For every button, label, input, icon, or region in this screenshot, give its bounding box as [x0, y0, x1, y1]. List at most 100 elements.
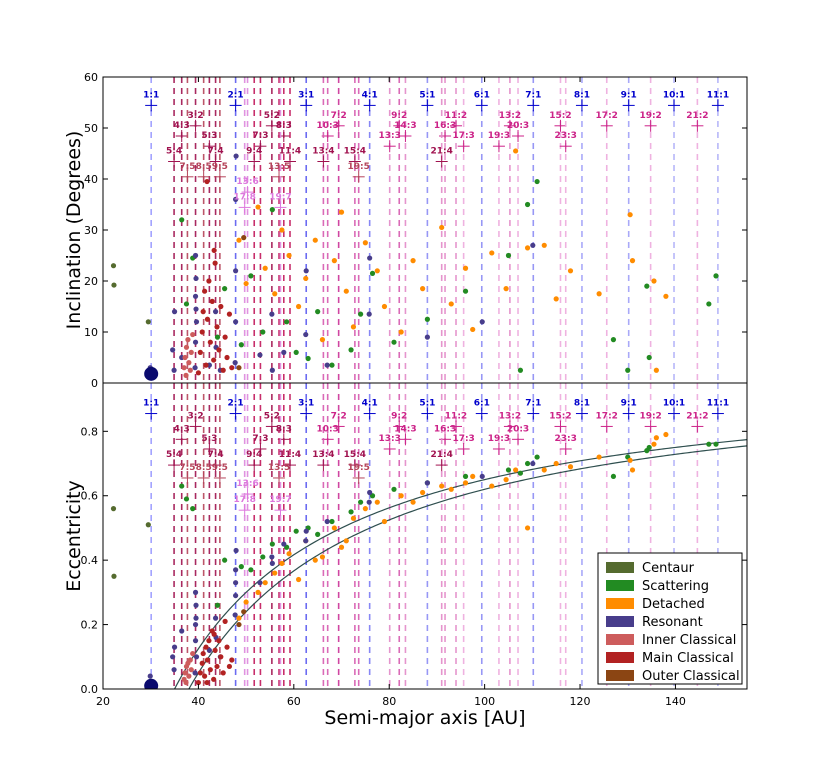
point-inner-classical: [182, 670, 188, 676]
point-outer-classical: [241, 235, 247, 241]
resonance-label-13-5: 13:5: [268, 463, 290, 473]
point-detached: [653, 367, 659, 373]
eccentricity-tick-label: 0.2: [81, 619, 99, 632]
point-detached: [629, 467, 636, 473]
resonance-label-17-2: 17:2: [596, 111, 618, 121]
point-scattering: [315, 309, 321, 315]
resonance-label-9-1: 9:1: [621, 399, 637, 409]
point-inner-classical: [186, 360, 192, 366]
point-detached: [255, 589, 261, 595]
point-detached: [374, 268, 380, 274]
resonance-label-13-6: 13:6: [236, 177, 258, 187]
legend-swatch-centaur: [606, 562, 634, 573]
resonance-label-13-4: 13:4: [312, 147, 334, 157]
resonance-label-23-3: 23:3: [555, 131, 577, 141]
point-detached: [470, 473, 476, 480]
x-tick-label: 40: [191, 695, 205, 708]
point-main-classical: [200, 309, 206, 315]
point-detached: [236, 615, 242, 621]
point-resonant: [269, 554, 275, 560]
resonance-label-8-5: 8:5: [196, 162, 212, 172]
point-main-classical: [220, 367, 226, 373]
resonance-label-9-1: 9:1: [621, 90, 637, 100]
resonance-label-13-3: 13:3: [379, 131, 401, 141]
point-detached: [627, 212, 633, 218]
perihelion-curve-q35: [174, 439, 747, 689]
resonance-label-11-4: 11:4: [279, 147, 301, 157]
resonance-label-5-2: 5:2: [264, 111, 280, 121]
point-detached: [381, 518, 388, 525]
point-detached: [439, 224, 445, 231]
point-resonant: [193, 275, 199, 282]
point-detached: [553, 296, 559, 302]
resonance-label-7-1: 7:1: [525, 399, 541, 409]
point-main-classical: [214, 324, 220, 330]
point-scattering: [269, 541, 275, 547]
resonance-label-19-3: 19:3: [488, 131, 510, 141]
inclination-y-label: Inclination (Degrees): [63, 131, 85, 330]
resonance-label-9-5: 9:5: [212, 463, 228, 473]
point-scattering: [610, 337, 617, 343]
point-scattering: [183, 301, 190, 307]
point-centaur: [111, 282, 117, 288]
point-resonant: [303, 331, 309, 338]
point-detached: [489, 483, 495, 489]
point-inner-classical: [190, 650, 196, 657]
point-resonant: [367, 255, 373, 261]
legend-label-inner-classical: Inner Classical: [642, 633, 736, 648]
point-scattering: [505, 252, 512, 259]
point-inner-classical: [187, 657, 193, 663]
point-scattering: [248, 273, 254, 279]
point-detached: [343, 288, 349, 294]
point-main-classical: [206, 278, 212, 284]
point-resonant: [192, 638, 199, 644]
point-resonant: [171, 367, 177, 373]
inclination-tick-label: 10: [84, 326, 98, 339]
point-scattering: [517, 367, 524, 373]
point-scattering: [329, 362, 335, 368]
eccentricity-tick-label: 0.8: [81, 425, 99, 438]
point-scattering: [505, 467, 512, 473]
resonance-label-9-2: 9:2: [391, 111, 407, 121]
point-detached: [410, 258, 416, 264]
resonance-label-7-1: 7:1: [525, 90, 541, 100]
point-resonant: [233, 319, 239, 325]
point-scattering: [358, 311, 364, 317]
point-detached: [524, 245, 531, 251]
point-detached: [374, 499, 380, 505]
point-scattering: [214, 334, 221, 340]
point-detached: [448, 486, 454, 492]
point-detached: [448, 301, 454, 307]
point-detached: [398, 329, 404, 335]
eccentricity-resonance-lines: [145, 383, 724, 689]
point-main-classical: [216, 347, 222, 353]
point-resonant: [171, 644, 178, 650]
point-resonant: [324, 362, 330, 368]
point-main-classical: [226, 311, 233, 317]
point-resonant: [192, 670, 198, 676]
point-centaur: [110, 263, 117, 269]
resonance-label-4-1: 4:1: [362, 90, 378, 100]
point-resonant: [212, 309, 219, 315]
point-detached: [262, 580, 268, 586]
point-scattering: [391, 486, 397, 492]
perihelion-curves: [174, 439, 747, 689]
point-resonant: [192, 589, 199, 595]
point-scattering: [534, 454, 540, 460]
point-resonant: [479, 319, 485, 325]
point-main-classical: [222, 334, 228, 340]
point-resonant: [193, 319, 200, 325]
point-scattering: [260, 329, 266, 335]
x-tick-label: 80: [382, 695, 396, 708]
point-detached: [262, 265, 268, 271]
point-main-classical: [199, 329, 205, 335]
point-resonant: [269, 367, 275, 373]
resonance-label-10-3: 10:3: [316, 424, 338, 434]
eccentricity-frame: [102, 382, 748, 690]
point-main-classical: [197, 670, 203, 676]
point-detached: [381, 303, 388, 310]
eccentricity-tick-label: 0.0: [81, 683, 99, 696]
resonance-label-6-1: 6:1: [474, 90, 490, 100]
point-outer-classical: [241, 609, 247, 615]
